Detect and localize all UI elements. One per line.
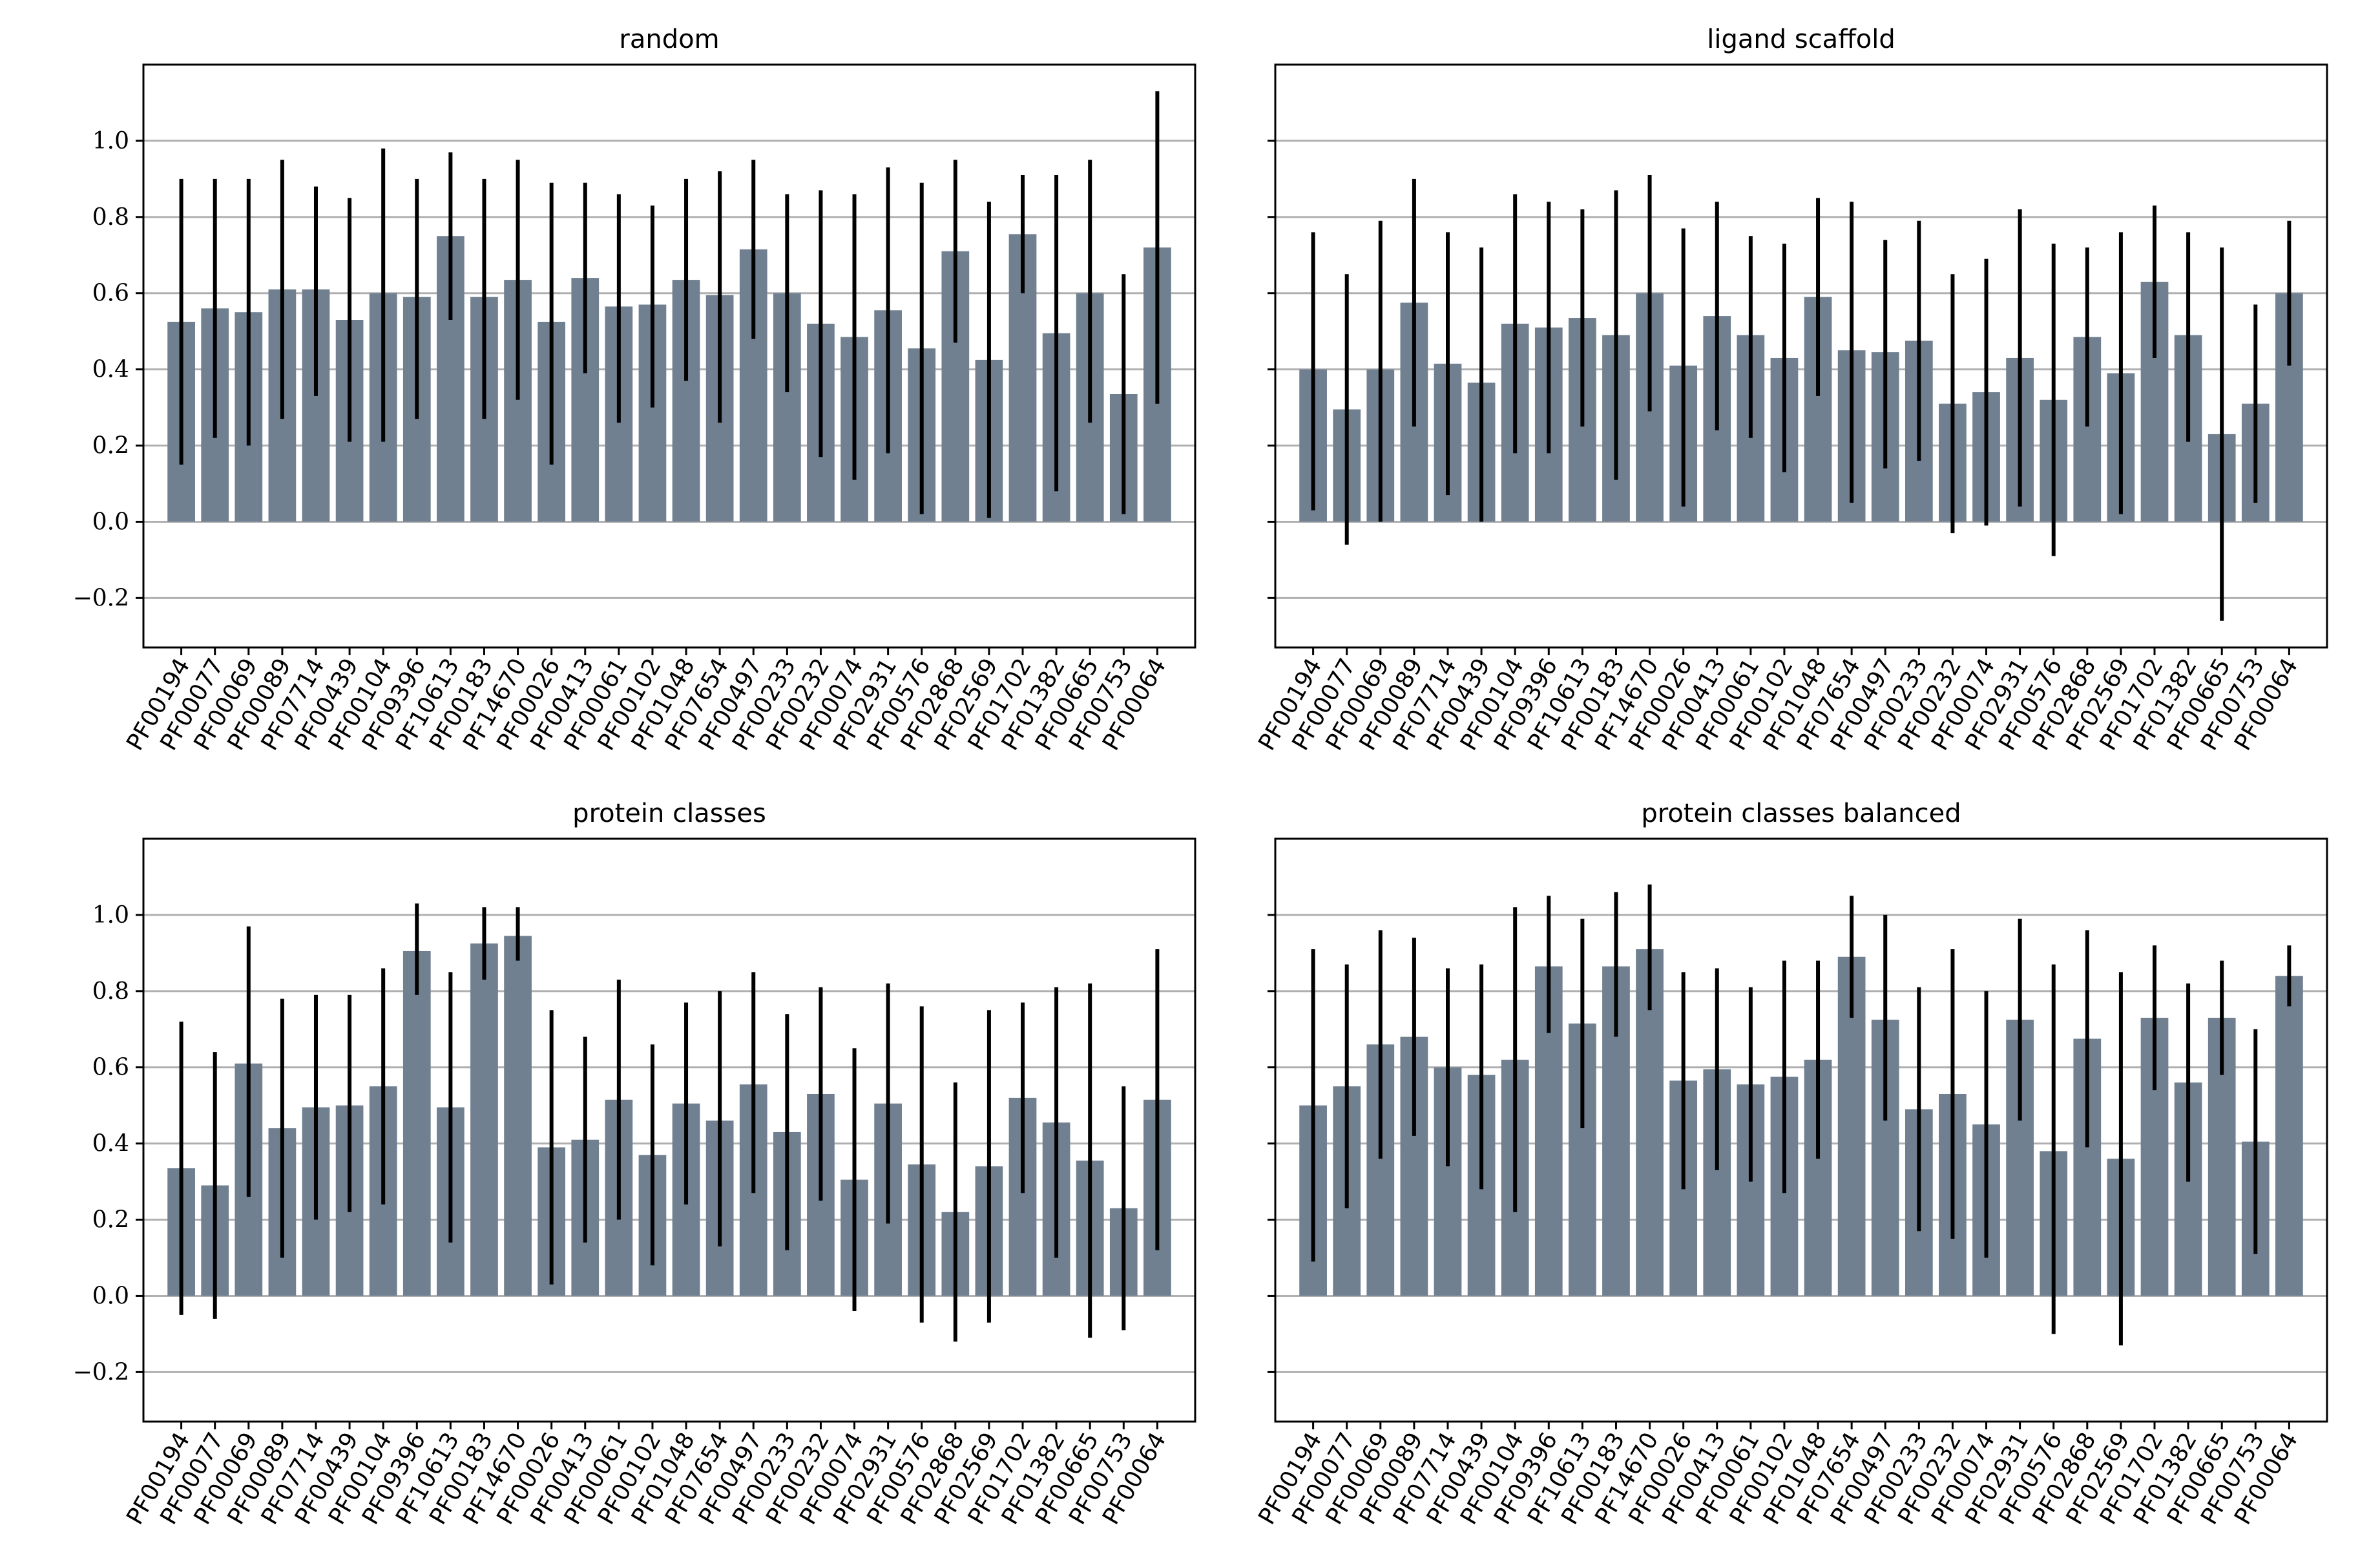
chart-title: protein classes balanced [1641, 799, 1961, 828]
chart-title: random [619, 25, 719, 54]
axes-frame [1274, 837, 2328, 1423]
chart-title: protein classes [572, 799, 766, 828]
y-tick-label: 0.4 [92, 1131, 129, 1157]
y-tick-label: 0.6 [92, 1055, 129, 1081]
y-tick-label: 1.0 [92, 128, 129, 154]
chart-title: ligand scaffold [1707, 25, 1895, 54]
y-tick-label: 1.0 [92, 902, 129, 929]
y-tick-label: 0.0 [92, 1283, 129, 1309]
bar [2275, 976, 2303, 1296]
y-tick-label: −0.2 [73, 1359, 129, 1385]
y-tick-label: 0.8 [92, 978, 129, 1005]
axes-frame [142, 837, 1196, 1423]
axes-frame [142, 63, 1196, 649]
axes-frame [1274, 63, 2328, 649]
y-tick-label: 0.0 [92, 509, 129, 535]
y-tick-label: 0.8 [92, 204, 129, 231]
chart-panel: −0.20.00.20.40.60.81.0PF00194PF00077PF00… [73, 25, 1196, 755]
y-tick-label: 0.2 [92, 1207, 129, 1234]
y-tick-label: 0.2 [92, 433, 129, 459]
y-tick-label: 0.4 [92, 357, 129, 383]
bar [470, 943, 498, 1296]
bar [402, 951, 431, 1296]
bar [504, 936, 532, 1296]
chart-panel: −0.20.00.20.40.60.81.0PF00194PF00077PF00… [73, 799, 1196, 1529]
y-tick-label: 0.6 [92, 280, 129, 307]
y-tick-label: −0.2 [73, 585, 129, 611]
